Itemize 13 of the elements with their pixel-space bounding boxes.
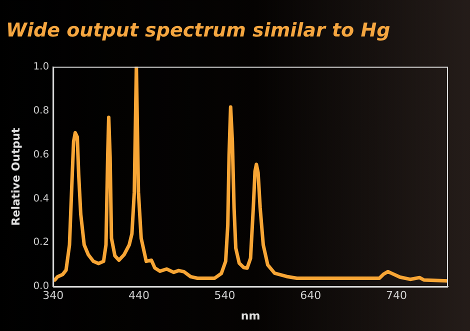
x-tick-label: 340 <box>42 289 64 302</box>
x-tick-label: 440 <box>128 289 150 302</box>
y-tick-label: 0.6 <box>33 149 50 160</box>
x-axis-title: nm <box>240 309 260 322</box>
y-tick-label: 0.8 <box>33 105 50 116</box>
y-tick-label: 0.2 <box>33 237 50 248</box>
chart-title: Wide output spectrum similar to Hg <box>6 19 390 42</box>
y-axis-title: Relative Output <box>9 128 22 226</box>
x-tick-label: 540 <box>214 289 236 302</box>
y-tick-label: 1.0 <box>33 61 50 72</box>
x-tick-label: 740 <box>386 289 407 302</box>
y-tick-label: 0.4 <box>33 193 50 204</box>
x-tick-label: 640 <box>300 289 322 302</box>
